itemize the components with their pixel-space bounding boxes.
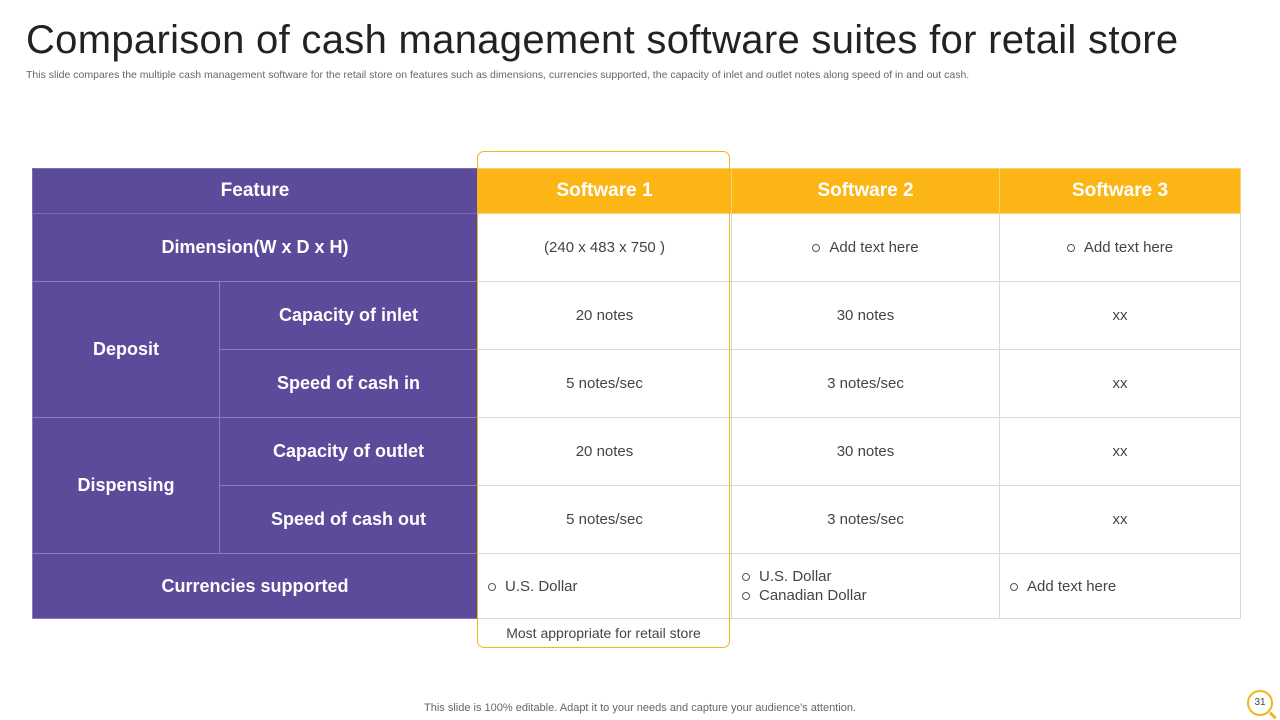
slide-subtitle: This slide compares the multiple cash ma… (26, 69, 970, 81)
header-software-2: Software 2 (731, 168, 1000, 214)
currency-text: U.S. Dollar (505, 577, 578, 595)
list-item: U.S. Dollar (488, 577, 731, 596)
comparison-table: Feature Software 1 Software 2 Software 3… (32, 168, 1241, 619)
label-capacity-inlet: Capacity of inlet (219, 281, 478, 350)
label-currencies: Currencies supported (32, 553, 478, 619)
list-item: Canadian Dollar (742, 586, 999, 605)
cell-dimension-sw1: (240 x 483 x 750 ) (477, 213, 732, 282)
cell-outlet-sw3: xx (999, 417, 1241, 486)
table-header-row: Feature Software 1 Software 2 Software 3 (32, 168, 1241, 214)
page-number-badge: 31 (1247, 690, 1273, 716)
cell-speed-out-sw2: 3 notes/sec (731, 485, 1000, 554)
cell-text: Add text here (829, 239, 919, 256)
header-software-1: Software 1 (477, 168, 732, 214)
label-dimension: Dimension(W x D x H) (32, 213, 478, 282)
bullet-icon (742, 573, 750, 581)
cell-currencies-sw3: Add text here (999, 553, 1241, 619)
label-speed-cash-in: Speed of cash in (219, 349, 478, 418)
list-item: U.S. Dollar (742, 567, 999, 586)
cell-outlet-sw1: 20 notes (477, 417, 732, 486)
cell-speed-in-sw3: xx (999, 349, 1241, 418)
slide-title: Comparison of cash management software s… (26, 18, 1179, 62)
group-dispensing: Dispensing (32, 417, 220, 554)
table-row-currencies: Currencies supported U.S. Dollar U.S. Do… (32, 553, 1241, 619)
cell-speed-in-sw2: 3 notes/sec (731, 349, 1000, 418)
bullet-icon (812, 244, 821, 252)
bullet-icon (1010, 582, 1018, 591)
bullet-icon (488, 582, 496, 591)
highlight-note: Most appropriate for retail store (506, 625, 701, 641)
bullet-icon (742, 592, 750, 600)
cell-inlet-sw3: xx (999, 281, 1241, 350)
cell-dimension-sw3: Add text here (999, 213, 1241, 282)
cell-speed-out-sw1: 5 notes/sec (477, 485, 732, 554)
group-deposit: Deposit (32, 281, 220, 418)
cell-outlet-sw2: 30 notes (731, 417, 1000, 486)
currency-text: U.S. Dollar (759, 568, 832, 585)
currency-text: Add text here (1027, 577, 1117, 595)
cell-speed-out-sw3: xx (999, 485, 1241, 554)
cell-inlet-sw2: 30 notes (731, 281, 1000, 350)
cell-text: Add text here (1083, 239, 1174, 256)
label-capacity-outlet: Capacity of outlet (219, 417, 478, 486)
header-feature: Feature (32, 168, 478, 214)
table-row-dimension: Dimension(W x D x H) (240 x 483 x 750 ) … (32, 213, 1241, 282)
label-speed-cash-out: Speed of cash out (219, 485, 478, 554)
table-row-outlet: Dispensing Capacity of outlet 20 notes 3… (32, 417, 1241, 554)
list-item: Add text here (1010, 577, 1240, 596)
slide-footer: This slide is 100% editable. Adapt it to… (424, 702, 856, 714)
cell-currencies-sw2: U.S. Dollar Canadian Dollar (731, 553, 1000, 619)
cell-speed-in-sw1: 5 notes/sec (477, 349, 732, 418)
table-row-speed-out: Speed of cash out 5 notes/sec 3 notes/se… (33, 485, 1241, 554)
table-row-inlet: Deposit Capacity of inlet 20 notes 30 no… (32, 281, 1241, 418)
header-software-3: Software 3 (999, 168, 1241, 214)
cell-dimension-sw2: Add text here (731, 213, 1000, 282)
currency-text: Canadian Dollar (759, 587, 867, 604)
table-row-speed-in: Speed of cash in 5 notes/sec 3 notes/sec… (33, 349, 1241, 418)
bullet-icon (1066, 244, 1075, 252)
cell-inlet-sw1: 20 notes (477, 281, 732, 350)
cell-currencies-sw1: U.S. Dollar (477, 553, 732, 619)
